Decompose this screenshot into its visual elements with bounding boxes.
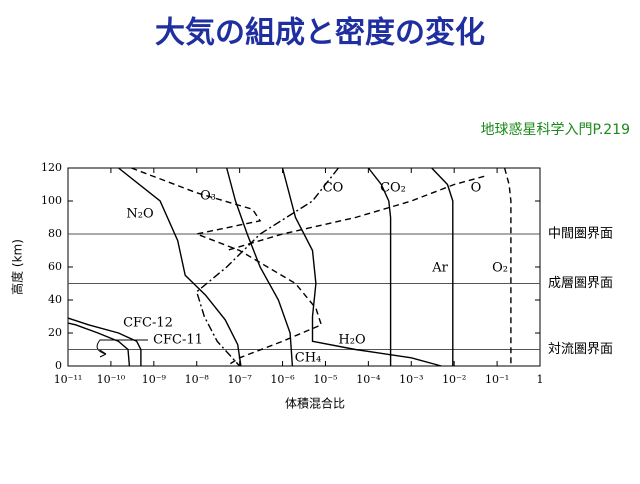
series-label: N₂O <box>126 207 153 222</box>
x-tick-label: 1 <box>537 373 544 386</box>
series-label: CFC-12 <box>123 316 173 331</box>
y-tick-label: 100 <box>41 194 62 207</box>
series-line <box>118 167 242 367</box>
x-tick-label: 10⁻⁵ <box>313 373 337 386</box>
y-axis-label: 高度 (km) <box>10 239 25 295</box>
series-label: Ar <box>431 261 448 276</box>
slide-title: 大気の組成と密度の変化 <box>155 16 485 51</box>
x-tick-label: 10⁻¹ <box>485 373 509 386</box>
boundary-label: 中間圏界面 <box>548 227 613 242</box>
series-label: CO₂ <box>380 181 406 196</box>
y-tick-label: 80 <box>48 227 62 240</box>
y-tick-label: 60 <box>48 260 62 273</box>
x-tick-label: 10⁻⁴ <box>356 373 381 386</box>
series-label: O₂ <box>492 261 508 276</box>
x-tick-label: 10⁻⁷ <box>228 373 253 386</box>
series-label: CFC-11 <box>153 333 203 348</box>
y-tick-label: 0 <box>55 359 62 372</box>
series-line <box>503 167 512 366</box>
series-line <box>67 317 142 366</box>
x-tick-label: 10⁻⁶ <box>270 373 295 386</box>
y-tick-label: 120 <box>41 161 62 174</box>
series-line <box>281 167 442 367</box>
series-label: O <box>471 181 482 196</box>
x-tick-label: 10⁻¹⁰ <box>97 373 126 386</box>
y-tick-label: 40 <box>48 293 62 306</box>
y-tick-label: 20 <box>48 326 62 339</box>
x-tick-label: 10⁻⁹ <box>142 373 167 386</box>
series-label: CH₄ <box>295 351 322 366</box>
series-label: H₂O <box>338 333 365 348</box>
series-label: CO <box>323 181 344 196</box>
series-line <box>431 167 454 366</box>
series-line <box>226 167 294 367</box>
series-line <box>67 322 131 367</box>
series-line <box>131 167 323 367</box>
x-tick-label: 10⁻³ <box>399 373 423 386</box>
boundary-label: 対流圏界面 <box>548 342 613 357</box>
x-tick-label: 10⁻² <box>442 373 466 386</box>
series-label: O₃ <box>200 189 216 204</box>
source: 地球惑星科学入門P.219 <box>481 122 630 138</box>
x-tick-label: 10⁻¹¹ <box>54 373 83 386</box>
boundary-label: 成層圏界面 <box>548 276 613 291</box>
x-axis-label: 体積混合比 <box>285 396 345 411</box>
series-line <box>226 175 485 252</box>
arrow-head <box>99 349 107 358</box>
label-arrow <box>96 339 148 355</box>
series-line <box>367 167 392 366</box>
x-tick-label: 10⁻⁸ <box>185 373 210 386</box>
series-line <box>195 167 339 367</box>
plot-frame <box>67 167 541 367</box>
